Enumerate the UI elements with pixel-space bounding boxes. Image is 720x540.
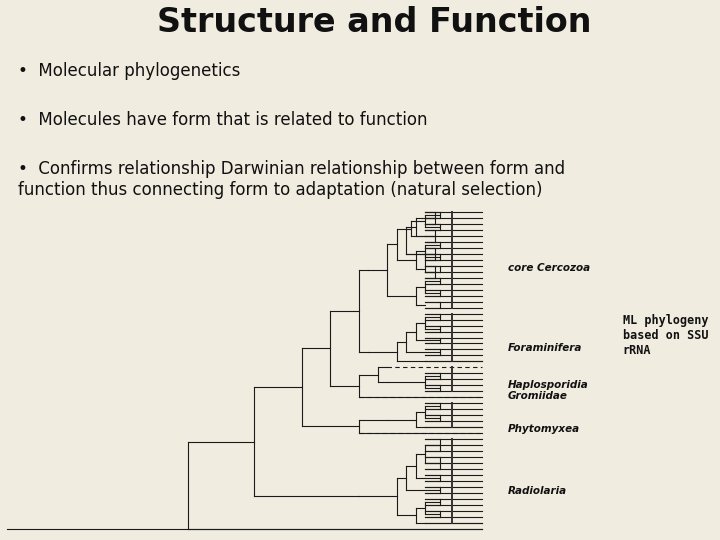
- Text: Foraminifera: Foraminifera: [508, 343, 582, 353]
- Text: •  Confirms relationship Darwinian relationship between form and
function thus c: • Confirms relationship Darwinian relati…: [18, 160, 565, 199]
- Text: ML phylogeny
based on SSU
rRNA: ML phylogeny based on SSU rRNA: [623, 314, 708, 357]
- Text: Haplosporidia
Gromiidae: Haplosporidia Gromiidae: [508, 380, 588, 401]
- Text: Structure and Function: Structure and Function: [157, 6, 592, 39]
- Text: Phytomyxea: Phytomyxea: [508, 424, 580, 435]
- Text: Radiolaria: Radiolaria: [508, 485, 567, 496]
- Text: core Cercozoa: core Cercozoa: [508, 263, 590, 273]
- Text: •  Molecular phylogenetics: • Molecular phylogenetics: [18, 62, 240, 79]
- Text: •  Molecules have form that is related to function: • Molecules have form that is related to…: [18, 111, 428, 129]
